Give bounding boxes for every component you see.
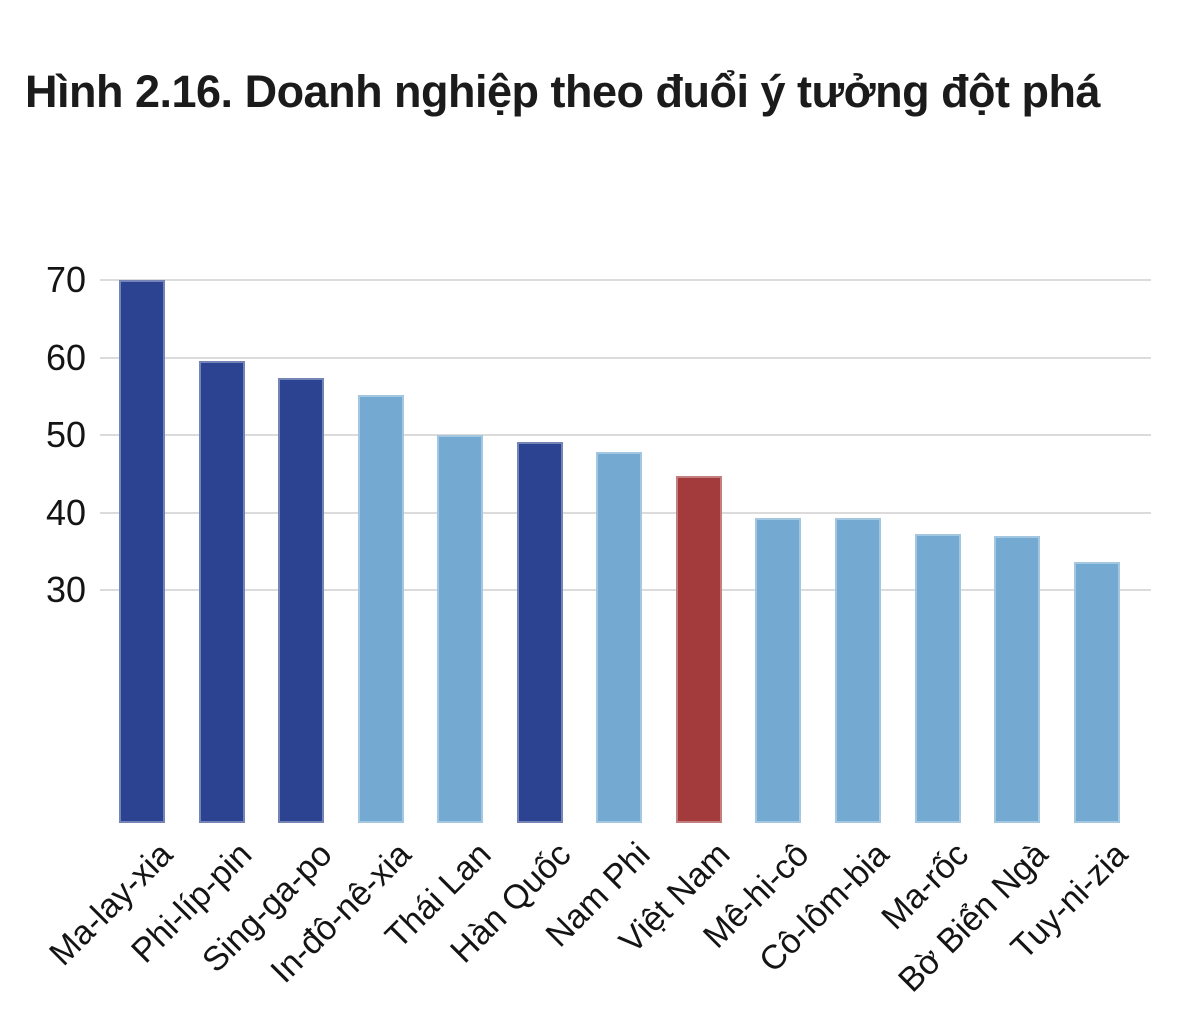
bar: [755, 518, 802, 823]
bar: [834, 518, 881, 823]
gridline: [100, 279, 1151, 281]
figure-title: Hình 2.16. Doanh nghiệp theo đuổi ý tưởn…: [25, 66, 1101, 117]
bar: [994, 535, 1041, 823]
y-tick-label: 70: [45, 259, 86, 300]
bar: [1073, 562, 1120, 823]
y-tick-label: 50: [45, 414, 86, 456]
y-tick-label: 60: [45, 336, 86, 378]
gridline: [100, 434, 1151, 437]
bar: [437, 435, 484, 823]
bar: [357, 394, 404, 823]
y-tick-label: 30: [45, 569, 86, 611]
bar: [119, 280, 165, 823]
bar: [516, 442, 563, 823]
gridline: [100, 356, 1151, 359]
bar: [675, 476, 722, 823]
bar: [914, 533, 961, 823]
bar: [596, 452, 643, 823]
bar: [278, 377, 325, 823]
bar: [198, 361, 245, 823]
y-tick-label: 40: [45, 491, 86, 533]
